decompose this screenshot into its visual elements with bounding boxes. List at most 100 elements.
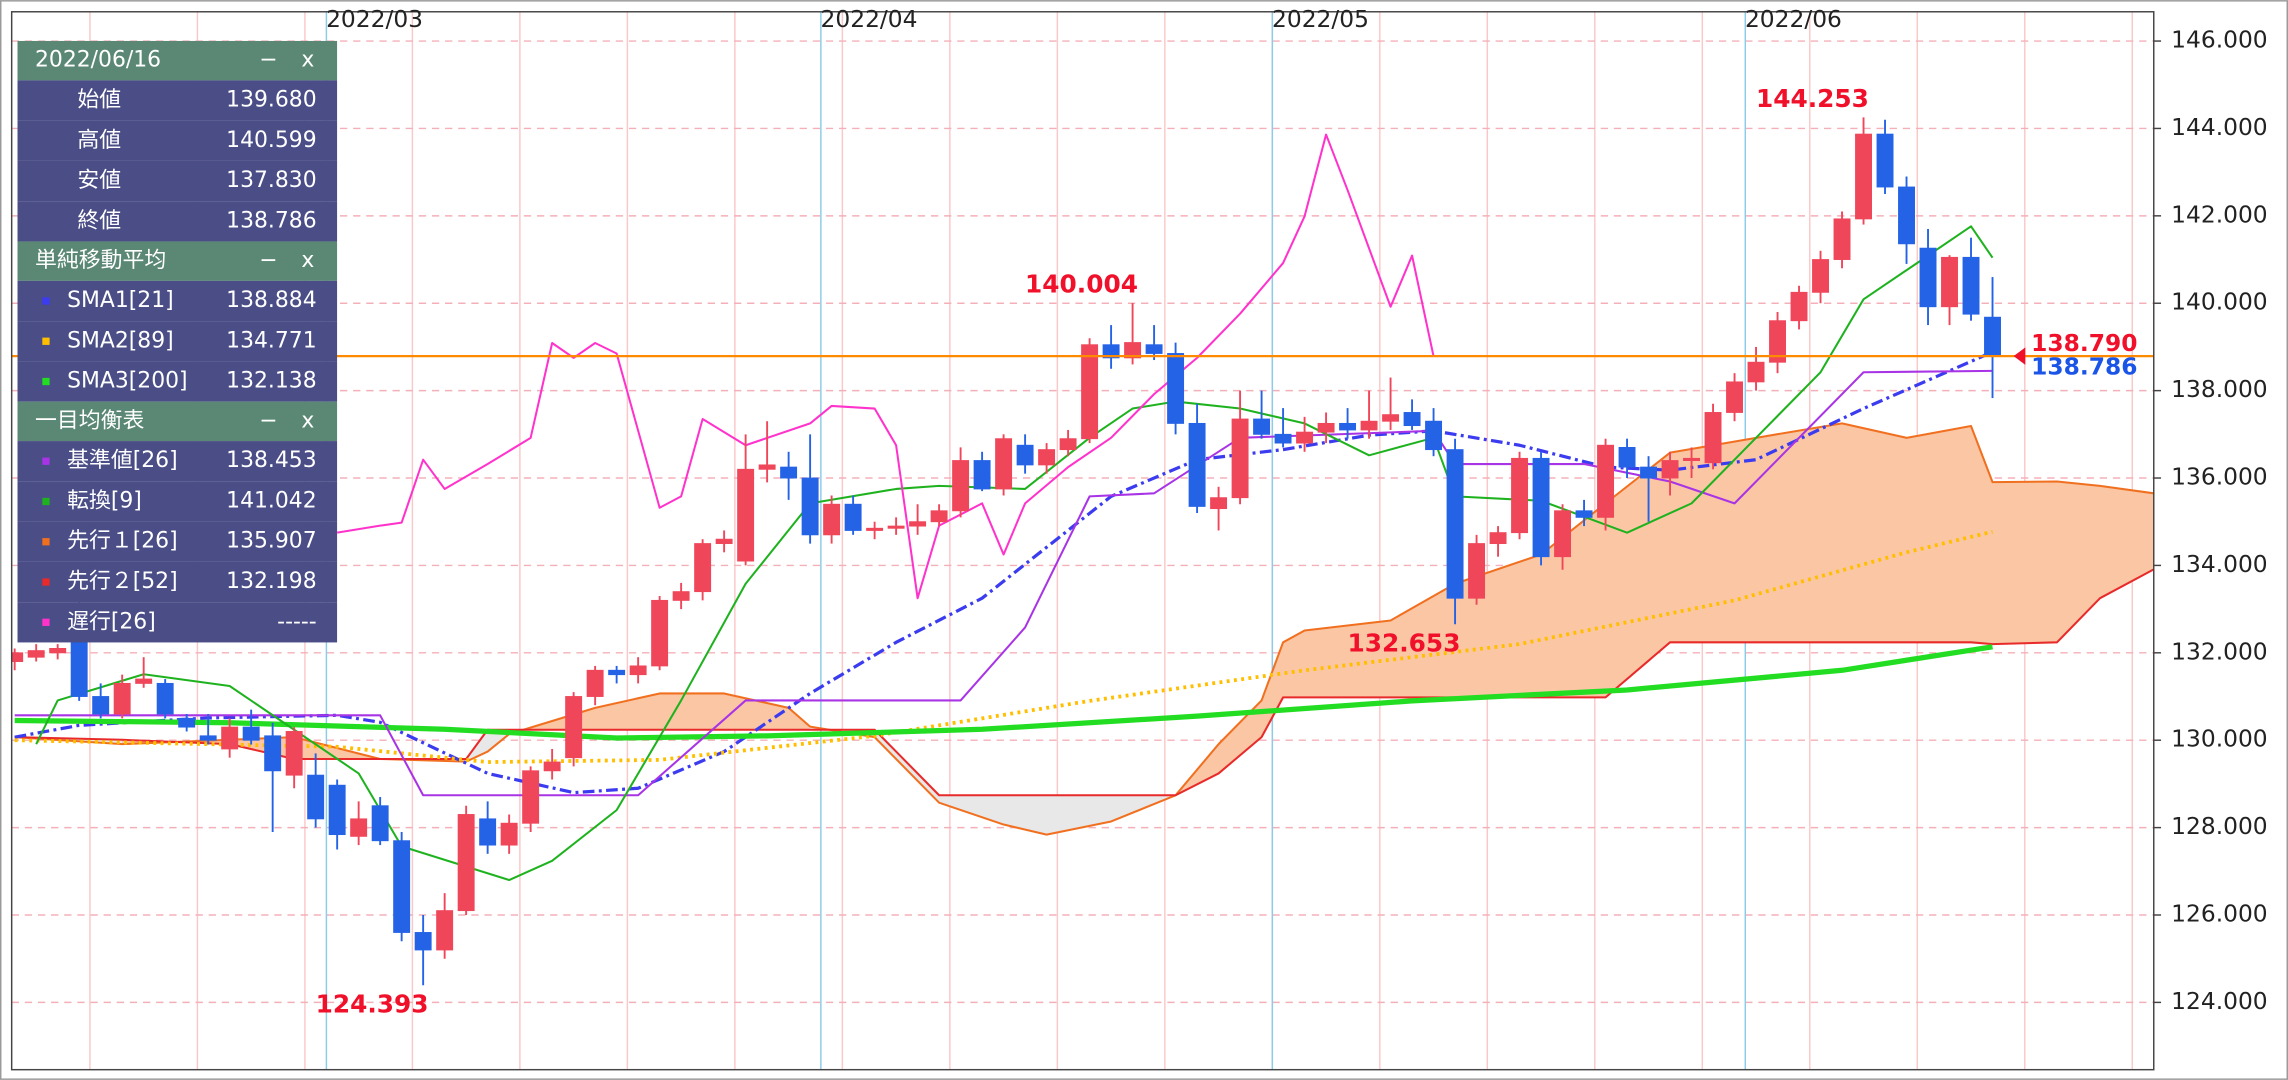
panel-row	[17, 321, 338, 362]
row-label: 終値	[77, 208, 121, 233]
candle-body	[1962, 256, 1980, 315]
row-value: 137.830	[226, 168, 316, 193]
plot-area: 144.253 140.004 132.653 124.393	[11, 11, 2154, 1070]
candle-body	[543, 761, 561, 772]
candle-body	[1059, 438, 1077, 451]
candle-body	[371, 805, 389, 842]
legend-value: 135.907	[226, 529, 316, 554]
candle-body	[1575, 510, 1593, 518]
candle-body	[1704, 412, 1722, 464]
candle-body	[285, 731, 303, 776]
cloud	[1992, 481, 2058, 645]
legend-label: SMA3[200]	[67, 369, 187, 394]
indicator-line	[14, 350, 1994, 795]
indicator-line	[14, 568, 2154, 797]
candle-body	[887, 525, 905, 529]
legend-value: 134.771	[226, 328, 316, 353]
minimize-button[interactable]: −	[259, 48, 277, 73]
candle-body	[608, 669, 626, 676]
legend-swatch	[42, 377, 50, 386]
candle-body	[629, 665, 647, 676]
panel-header	[17, 40, 338, 81]
candle-body	[1511, 457, 1529, 534]
legend-label: SMA2[89]	[67, 328, 174, 353]
candle-body	[1296, 431, 1314, 444]
panel-header	[17, 401, 338, 442]
candle-body	[1640, 466, 1658, 479]
candle-body	[1317, 422, 1335, 433]
candle-body	[49, 648, 67, 654]
candle-body	[1597, 444, 1615, 518]
price-marker	[2013, 347, 2026, 365]
candle-body	[113, 682, 131, 715]
close-button[interactable]: x	[301, 408, 314, 433]
minimize-button[interactable]: −	[259, 248, 277, 273]
panel-row	[17, 361, 338, 402]
candle-body	[1253, 418, 1271, 435]
candle-body	[414, 932, 432, 951]
candle-body	[156, 682, 174, 715]
legend-label: 転換[9]	[67, 488, 142, 513]
candle-body	[565, 696, 583, 759]
extreme-label: 140.004	[1025, 270, 1138, 299]
panel-row	[17, 521, 338, 562]
candle-body	[264, 735, 282, 772]
candle-body	[1855, 133, 1872, 220]
candle-body	[393, 840, 411, 933]
candle-body	[973, 460, 991, 490]
candle-body	[350, 818, 368, 837]
candle-body	[1274, 433, 1292, 444]
row-label: 安値	[77, 168, 121, 193]
candle-body	[1489, 532, 1507, 545]
indicator-line	[14, 529, 1993, 764]
candle-body	[1554, 510, 1572, 558]
candle-body	[27, 650, 45, 658]
candle-body	[178, 717, 196, 728]
row-label: 高値	[77, 128, 121, 153]
extreme-label: 124.393	[316, 990, 429, 1019]
candle-body	[1124, 342, 1142, 359]
panel-row	[17, 481, 338, 522]
candle-body	[1919, 247, 1937, 308]
candle-body	[1790, 291, 1808, 322]
candle-body	[1726, 381, 1744, 413]
candle-body	[522, 770, 540, 824]
x-tick-label: 2022/03	[326, 5, 423, 33]
panel-row	[17, 160, 338, 202]
candle-body	[1425, 420, 1443, 451]
candle-body	[1167, 353, 1185, 424]
candle-body	[11, 652, 24, 662]
legend-label: 先行１[26]	[67, 529, 178, 554]
candle-body	[479, 818, 497, 846]
candle-body	[1532, 457, 1550, 558]
minimize-button[interactable]: −	[259, 408, 277, 433]
close-button[interactable]: x	[301, 48, 314, 73]
candle-body	[1661, 460, 1679, 479]
panel-row	[17, 201, 338, 242]
indicator-line	[14, 644, 1993, 741]
candle-body	[672, 591, 690, 601]
close-button[interactable]: x	[301, 248, 314, 273]
candle-body	[1984, 316, 2001, 357]
cloud	[1755, 422, 1843, 643]
candle-body	[930, 510, 948, 523]
legend-swatch	[42, 538, 50, 546]
candle-body	[1468, 543, 1486, 599]
plot-border	[10, 11, 2155, 1071]
candle-body	[801, 477, 819, 536]
candle-body	[1339, 422, 1357, 431]
y-tick-label: 130.000	[2171, 725, 2267, 753]
candle-body	[1941, 256, 1958, 308]
panel-row	[17, 561, 338, 603]
candle-body	[1102, 344, 1120, 359]
candle-body	[1769, 320, 1786, 363]
panel-title: 単純移動平均	[35, 248, 166, 273]
legend-value: 132.138	[226, 369, 316, 394]
candle-body	[307, 774, 325, 820]
panel-row	[17, 80, 338, 121]
candle-body	[1898, 186, 1915, 245]
panel-row	[17, 602, 338, 643]
candle-body	[1446, 449, 1464, 599]
candle-body	[1038, 449, 1056, 466]
